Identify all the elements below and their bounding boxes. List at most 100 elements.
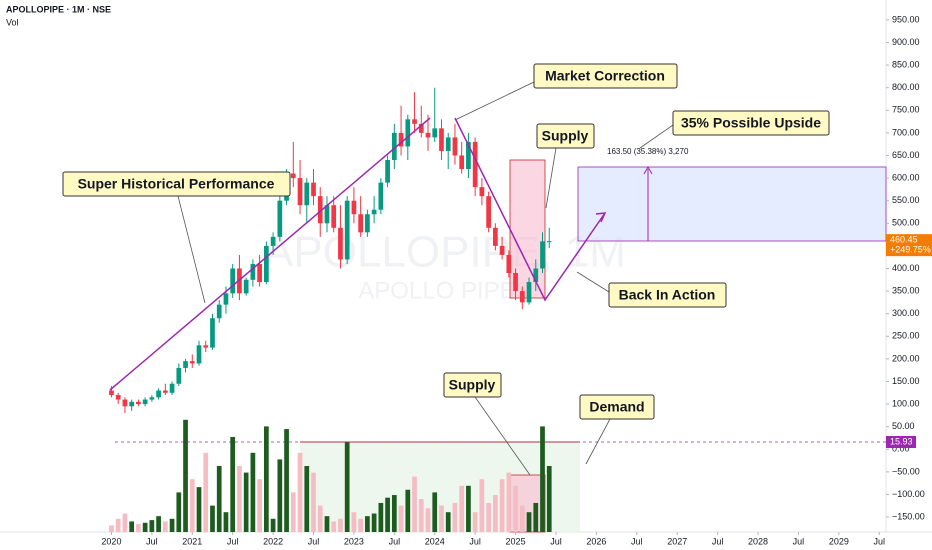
candle-body bbox=[499, 245, 505, 255]
connector bbox=[454, 81, 535, 121]
y-tick-label: 0.00 bbox=[892, 444, 910, 454]
candle-body bbox=[122, 399, 128, 407]
volume-bar bbox=[506, 472, 512, 532]
candle-body bbox=[391, 132, 397, 161]
x-tick-label: Jul bbox=[712, 536, 724, 546]
y-tick-label: 900.00 bbox=[892, 37, 920, 47]
volume-bar bbox=[142, 522, 148, 532]
volume-bar bbox=[472, 512, 478, 532]
connector bbox=[474, 396, 531, 476]
annotation-box bbox=[62, 171, 291, 197]
volume-bar bbox=[526, 512, 532, 532]
connector bbox=[576, 271, 610, 293]
last-price-label: 460.45 bbox=[890, 235, 918, 245]
chart-title: APOLLOPIPE · 1M · NSE bbox=[6, 4, 111, 14]
volume-bar bbox=[412, 476, 417, 532]
y-tick-label: 200.00 bbox=[892, 353, 920, 363]
candle-body bbox=[365, 214, 370, 233]
y-tick-label: 600.00 bbox=[892, 172, 920, 182]
candle-body bbox=[183, 361, 188, 368]
y-tick-label: 700.00 bbox=[892, 127, 920, 137]
volume-bar bbox=[230, 436, 236, 532]
candle-body bbox=[290, 173, 296, 179]
volume-bar bbox=[196, 487, 202, 532]
annotation: Market Correction bbox=[545, 68, 665, 84]
candle-body bbox=[149, 397, 155, 400]
candle-body bbox=[250, 263, 256, 280]
trend-line bbox=[109, 117, 431, 391]
candle-body bbox=[344, 200, 350, 260]
x-tick-label: 2026 bbox=[586, 536, 606, 546]
candle-body bbox=[311, 182, 316, 197]
annotation: Back In Action bbox=[619, 287, 716, 303]
x-tick-label: Jul bbox=[550, 536, 562, 546]
chart-subtitle: Vol bbox=[6, 17, 19, 27]
volume-bar bbox=[156, 516, 161, 532]
volume-bar bbox=[452, 502, 458, 532]
candle-body bbox=[493, 227, 498, 246]
x-tick-label: 2029 bbox=[829, 536, 849, 546]
volume-bar bbox=[297, 452, 303, 532]
volume-bar bbox=[378, 502, 384, 532]
volume-label: 15.93 bbox=[890, 436, 913, 446]
volume-bar bbox=[203, 452, 209, 532]
y-tick-label: 650.00 bbox=[892, 150, 920, 160]
volume-bar bbox=[216, 466, 222, 532]
candle-body bbox=[526, 282, 532, 303]
volume-bar bbox=[493, 495, 498, 532]
measure-label: 163.50 (35.38%) 3,270 bbox=[607, 147, 689, 156]
volume-bar bbox=[136, 524, 141, 532]
candle-body bbox=[277, 200, 283, 237]
volume-bar bbox=[385, 497, 390, 532]
candle-body bbox=[162, 390, 168, 393]
candle-body bbox=[513, 273, 518, 292]
y-tick-label: 150.00 bbox=[892, 376, 920, 386]
volume-bar bbox=[183, 419, 188, 532]
candle-body bbox=[385, 160, 390, 183]
volume-bar bbox=[257, 479, 262, 532]
marks bbox=[109, 87, 552, 532]
annotation-box bbox=[579, 394, 655, 420]
x-tick-label: 2028 bbox=[748, 536, 768, 546]
candle-body bbox=[378, 182, 384, 210]
candle-body bbox=[169, 383, 175, 393]
candle-body bbox=[203, 345, 209, 348]
candle-body bbox=[264, 245, 269, 283]
volume-bar bbox=[264, 426, 269, 532]
annotation-box bbox=[536, 123, 595, 149]
volume-bar bbox=[513, 485, 518, 532]
candle-body bbox=[418, 123, 424, 133]
volume-bar bbox=[371, 513, 377, 532]
volume-bar bbox=[391, 495, 397, 532]
volume-bar bbox=[338, 518, 343, 532]
annotation: Super Historical Performance bbox=[78, 176, 275, 192]
candle-body bbox=[317, 196, 323, 224]
x-tick-label: Jul bbox=[631, 536, 643, 546]
candle-body bbox=[223, 293, 229, 305]
volume-bar bbox=[237, 466, 242, 532]
volume-bar bbox=[317, 505, 323, 532]
connector bbox=[177, 195, 206, 304]
volume-bar bbox=[358, 518, 364, 532]
candle-body bbox=[257, 263, 262, 283]
volume-bar bbox=[129, 521, 135, 532]
volume-bar bbox=[223, 512, 229, 532]
volume-bar bbox=[162, 521, 168, 532]
x-tick-label: 2022 bbox=[263, 536, 283, 546]
x-tick-label: Jul bbox=[308, 536, 320, 546]
y-tick-label: 950.00 bbox=[892, 14, 920, 24]
y-tick-label: 400.00 bbox=[892, 263, 920, 273]
volume-bar bbox=[277, 459, 283, 532]
y-tick-label: 750.00 bbox=[892, 105, 920, 115]
volume-bar bbox=[486, 502, 491, 532]
candle-body bbox=[109, 390, 114, 396]
volume-bar bbox=[418, 499, 424, 532]
candle-body bbox=[136, 401, 141, 405]
y-tick-label: 850.00 bbox=[892, 59, 920, 69]
volume-bar bbox=[176, 492, 182, 532]
candle-body bbox=[230, 268, 236, 294]
volume-bar bbox=[533, 502, 539, 532]
y-tick-label: −150.00 bbox=[892, 511, 925, 521]
volume-bar bbox=[270, 518, 276, 532]
volume-tag bbox=[886, 436, 916, 448]
